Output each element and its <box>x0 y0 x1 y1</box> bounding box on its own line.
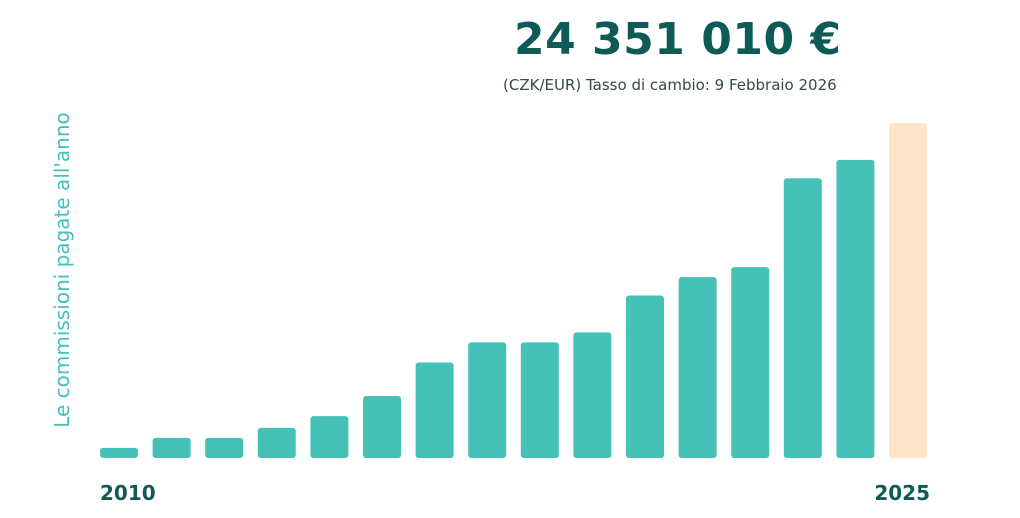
bar-2011 <box>152 437 191 458</box>
bar-2010 <box>100 447 138 458</box>
bar-2017 <box>468 342 507 458</box>
bar-2014 <box>310 416 349 458</box>
bar-2012 <box>205 437 244 458</box>
bar-2024 <box>836 159 875 458</box>
total-amount: 24 351 010 € <box>514 14 842 65</box>
bar-2016 <box>415 362 454 458</box>
bar-2013 <box>257 427 296 458</box>
bar-2022 <box>731 267 770 458</box>
bar-2018 <box>520 342 559 458</box>
x-tick-label-2025: 2025 <box>874 481 930 505</box>
bar-2023 <box>783 178 822 459</box>
exchange-rate-note: (CZK/EUR) Tasso di cambio: 9 Febbraio 20… <box>503 76 837 94</box>
bar-2015 <box>363 396 401 458</box>
x-tick-label-2010: 2010 <box>100 481 156 505</box>
bar-2025 <box>889 123 927 458</box>
bar-2021 <box>678 277 717 458</box>
bar-2020 <box>626 295 664 458</box>
bar-2019 <box>573 332 612 458</box>
